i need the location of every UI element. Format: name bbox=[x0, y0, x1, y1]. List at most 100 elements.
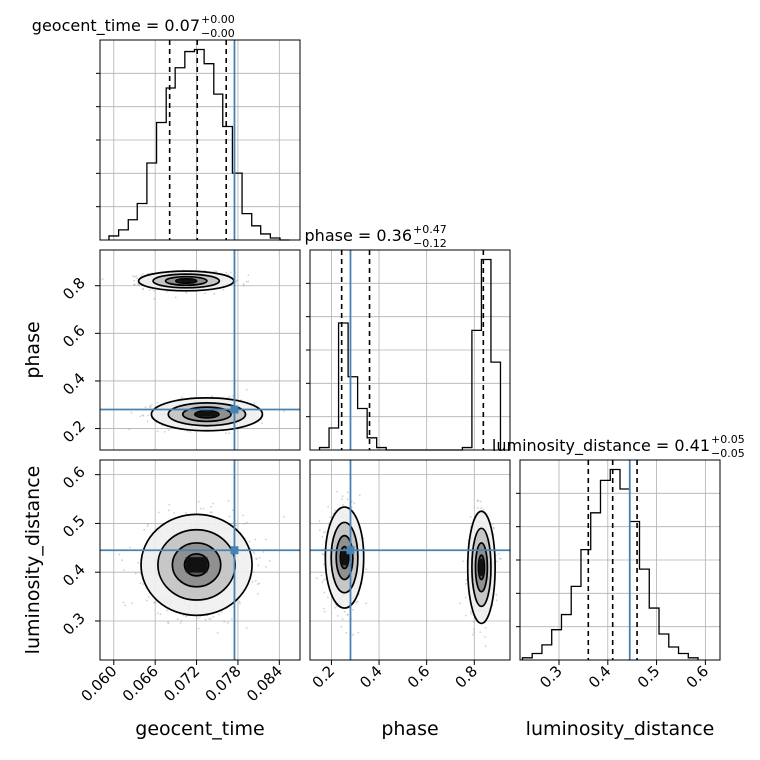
sample-point bbox=[324, 577, 327, 580]
sample-point bbox=[346, 613, 349, 616]
sample-point bbox=[153, 601, 156, 604]
sample-point bbox=[213, 292, 216, 295]
panel-content-luminosity_distance-phase bbox=[310, 460, 510, 660]
sample-point bbox=[142, 288, 144, 291]
sample-point bbox=[327, 505, 330, 508]
sample-point bbox=[479, 500, 482, 503]
title-luminosity-distance: luminosity_distance = 0.41 bbox=[492, 436, 710, 456]
sample-point bbox=[321, 552, 324, 555]
sample-point bbox=[185, 615, 188, 618]
sample-point bbox=[345, 631, 348, 634]
sample-point bbox=[239, 602, 241, 605]
sample-point bbox=[265, 565, 267, 568]
sample-point bbox=[225, 432, 227, 435]
sample-point bbox=[180, 619, 183, 622]
sample-point bbox=[166, 609, 169, 612]
sample-point bbox=[258, 582, 261, 585]
sample-point bbox=[197, 617, 200, 620]
sample-point bbox=[357, 631, 360, 634]
sample-point bbox=[247, 274, 250, 277]
sample-point bbox=[101, 278, 104, 280]
sample-point bbox=[469, 516, 472, 518]
sample-point bbox=[255, 558, 258, 560]
sample-point bbox=[258, 556, 261, 559]
sample-point bbox=[138, 284, 140, 286]
sample-point bbox=[227, 273, 230, 276]
sample-point bbox=[235, 524, 238, 527]
sample-point bbox=[323, 591, 326, 594]
sample-point bbox=[462, 560, 465, 563]
panel-luminosity_distance-vs-geocent_time bbox=[99, 459, 301, 661]
sample-point bbox=[243, 284, 245, 287]
sample-point bbox=[130, 602, 133, 604]
sample-point bbox=[232, 394, 235, 397]
sample-point bbox=[245, 280, 248, 283]
sample-point bbox=[254, 538, 257, 541]
sample-point bbox=[197, 627, 200, 630]
title-geocent-time-plus: +0.00 bbox=[201, 13, 235, 26]
sample-point bbox=[346, 491, 349, 494]
sample-point bbox=[472, 631, 475, 634]
sample-point bbox=[209, 511, 212, 514]
sample-point bbox=[499, 557, 502, 560]
sample-point bbox=[342, 503, 345, 506]
sample-point bbox=[476, 507, 479, 509]
truth-marker bbox=[230, 405, 239, 414]
sample-point bbox=[321, 581, 324, 584]
sample-point bbox=[498, 557, 501, 560]
sample-point bbox=[141, 414, 144, 417]
sample-point bbox=[137, 561, 139, 564]
sample-point bbox=[174, 296, 177, 299]
sample-point bbox=[482, 508, 485, 511]
sample-point bbox=[496, 560, 498, 563]
sample-point bbox=[252, 571, 255, 574]
sample-point bbox=[283, 410, 286, 413]
sample-point bbox=[251, 580, 254, 583]
sample-point bbox=[484, 627, 487, 629]
sample-point bbox=[157, 612, 159, 615]
sample-point bbox=[185, 511, 187, 514]
sample-point bbox=[245, 521, 248, 524]
y-axis-label-phase: phase bbox=[22, 321, 44, 378]
x-axis-label-geocent-time: geocent_time bbox=[135, 718, 264, 740]
title-luminosity-distance-plus: +0.05 bbox=[711, 433, 745, 446]
title-geocent-time: geocent_time = 0.07 bbox=[32, 16, 200, 36]
sample-point bbox=[218, 613, 221, 616]
sample-point bbox=[176, 618, 179, 620]
panel-luminosity_distance-vs-phase bbox=[309, 459, 511, 661]
sample-point bbox=[352, 608, 355, 611]
sample-point bbox=[231, 509, 234, 512]
sample-point bbox=[141, 272, 144, 275]
sample-point bbox=[465, 614, 467, 617]
sample-point bbox=[215, 270, 218, 273]
sample-point bbox=[321, 535, 324, 538]
sample-point bbox=[343, 610, 346, 613]
sample-point bbox=[356, 600, 359, 603]
panel-content-phase-geocent_time bbox=[100, 250, 300, 450]
sample-point bbox=[133, 279, 136, 282]
sample-point bbox=[212, 502, 215, 505]
sample-point bbox=[228, 395, 231, 398]
sample-point bbox=[268, 560, 271, 562]
panel-frame-phase bbox=[309, 249, 511, 451]
sample-point bbox=[199, 507, 202, 510]
title-phase-minus: −0.12 bbox=[413, 237, 447, 250]
truth-marker bbox=[346, 546, 355, 555]
sample-point bbox=[182, 614, 185, 617]
sample-point bbox=[329, 516, 332, 519]
sample-point bbox=[142, 288, 145, 290]
sample-point bbox=[139, 415, 142, 418]
panel-frame-luminosity_distance bbox=[519, 459, 721, 661]
sample-point bbox=[256, 593, 259, 595]
sample-point bbox=[333, 509, 336, 512]
sample-point bbox=[327, 596, 329, 599]
sample-point bbox=[245, 627, 248, 630]
sample-point bbox=[147, 414, 149, 417]
sample-point bbox=[139, 582, 142, 584]
sample-point bbox=[153, 298, 156, 300]
sample-point bbox=[140, 274, 143, 277]
sample-point bbox=[204, 618, 207, 621]
sample-point bbox=[323, 607, 325, 610]
x-axis-label-phase: phase bbox=[381, 718, 438, 740]
sample-point bbox=[134, 572, 137, 575]
